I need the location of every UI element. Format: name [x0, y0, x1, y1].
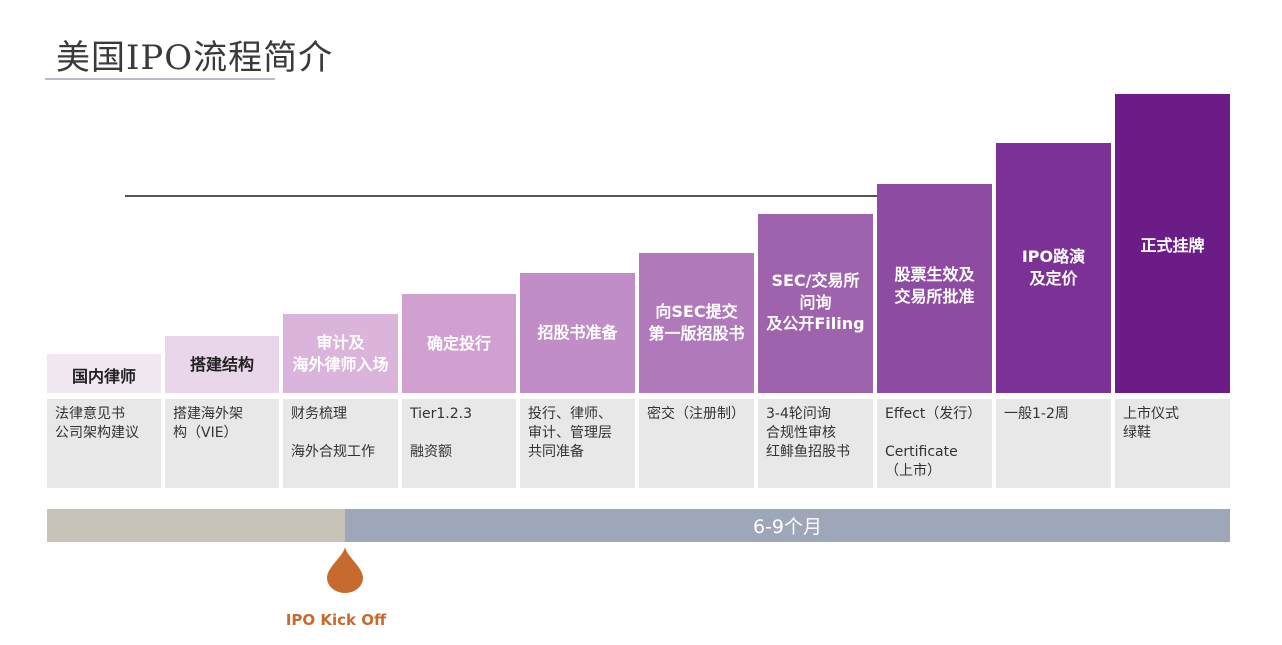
step-detail-4: Tier1.2.3 融资额 — [402, 399, 516, 488]
duration-bar: 6-9个月 — [345, 509, 1230, 542]
step-detail-2: 搭建海外架 构（VIE） — [165, 399, 279, 488]
step-box-9: IPO路演 及定价 — [996, 143, 1111, 393]
step-box-8: 股票生效及 交易所批准 — [877, 184, 992, 393]
detail-text: 财务梳理 — [291, 406, 347, 422]
detail-text: 投行、律师、 审计、管理层 共同准备 — [528, 406, 612, 460]
step-box-7: SEC/交易所 问询 及公开Filing — [758, 214, 873, 393]
detail-text: 一般1-2周 — [1004, 406, 1069, 422]
pre-kickoff-bar — [47, 509, 345, 542]
step-detail-1: 法律意见书 公司架构建议 — [47, 399, 161, 488]
detail-text: 密交（注册制） — [647, 406, 745, 422]
step-detail-3: 财务梳理海外合规工作 — [283, 399, 398, 488]
page-title: 美国IPO流程简介 — [56, 38, 334, 78]
detail-text: Certificate （上市） — [885, 444, 958, 479]
detail-text: 海外合规工作 — [291, 444, 375, 460]
step-box-6: 向SEC提交 第一版招股书 — [639, 253, 754, 393]
step-box-5: 招股书准备 — [520, 273, 635, 393]
duration-label: 6-9个月 — [752, 516, 823, 538]
step-detail-6: 密交（注册制） — [639, 399, 754, 488]
step-detail-8: Effect（发行） Certificate （上市） — [877, 399, 992, 488]
step-box-4: 确定投行 — [402, 294, 516, 393]
step-detail-9: 一般1-2周 — [996, 399, 1111, 488]
detail-text: 法律意见书 公司架构建议 — [55, 406, 139, 441]
step-detail-10: 上市仪式 绿鞋 — [1115, 399, 1230, 488]
detail-text: 搭建海外架 构（VIE） — [173, 406, 243, 441]
reference-line — [125, 195, 877, 197]
detail-text: 3-4轮问询 合规性审核 红鲱鱼招股书 — [766, 406, 850, 460]
detail-text: Tier1.2.3 — [410, 406, 473, 422]
step-box-10: 正式挂牌 — [1115, 94, 1230, 393]
title-underline — [45, 78, 275, 80]
step-detail-5: 投行、律师、 审计、管理层 共同准备 — [520, 399, 635, 488]
kickoff-drop-icon — [327, 547, 363, 593]
step-box-1: 国内律师 — [47, 354, 161, 393]
step-detail-7: 3-4轮问询 合规性审核 红鲱鱼招股书 — [758, 399, 873, 488]
step-box-2: 搭建结构 — [165, 336, 279, 393]
step-box-3: 审计及 海外律师入场 — [283, 314, 398, 393]
detail-text: 上市仪式 绿鞋 — [1123, 406, 1179, 441]
detail-text: 融资额 — [410, 444, 452, 460]
detail-text: Effect（发行） — [885, 406, 982, 422]
kickoff-label: IPO Kick Off — [285, 611, 387, 629]
